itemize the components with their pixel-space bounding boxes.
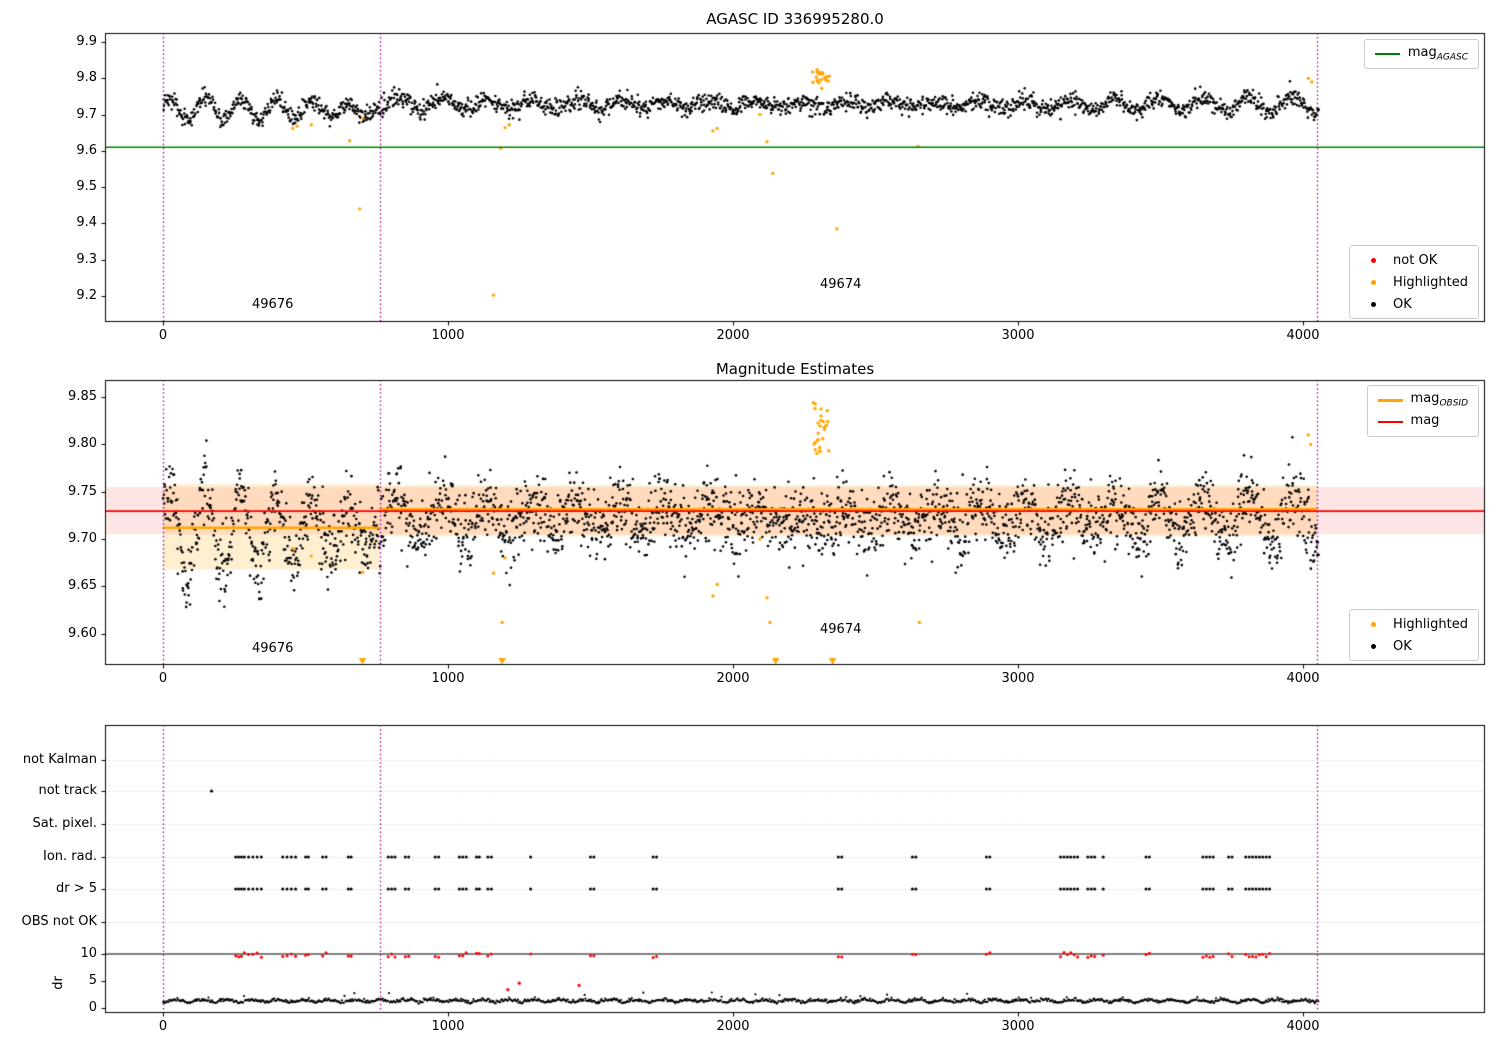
panel2-title: Magnitude Estimates	[715, 360, 875, 378]
p1-xtick: 3000	[1001, 328, 1035, 343]
line-marker-icon	[1378, 398, 1404, 402]
p3-dr-tick: 5	[88, 973, 97, 988]
p3-xtick: 4000	[1286, 1019, 1320, 1034]
p3-dr-tick: 0	[88, 1000, 97, 1015]
p3-xtick: 2000	[716, 1019, 750, 1034]
legend-label: Highlighted	[1393, 616, 1468, 632]
line-marker-icon	[1375, 53, 1401, 55]
legend-item: OK	[1352, 293, 1476, 315]
p1-ytick: 9.7	[76, 107, 97, 122]
legend-label: mag	[1410, 413, 1440, 429]
p3-row-label: dr > 5	[55, 881, 97, 896]
legend-item: magAGASC	[1367, 43, 1476, 65]
p2-xtick: 4000	[1286, 671, 1320, 686]
legend-item: OK	[1352, 635, 1476, 657]
p1-xtick: 0	[158, 328, 168, 343]
p3-row-label: Sat. pixel.	[32, 816, 97, 831]
p2-ytick: 9.85	[68, 389, 97, 404]
p1-ytick: 9.9	[76, 34, 97, 49]
legend-label: not OK	[1393, 252, 1438, 268]
p3-xtick: 3000	[1001, 1019, 1035, 1034]
legend-point-types-p2: Highlighted OK	[1349, 609, 1479, 661]
legend-mag-agasc: magAGASC	[1363, 39, 1479, 69]
p2-xtick: 0	[158, 671, 168, 686]
p3-y-axis-label: dr	[50, 976, 66, 990]
legend-mag-lines: magOBSID mag	[1366, 385, 1479, 437]
dot-marker-icon	[1360, 643, 1386, 649]
p1-ytick: 9.8	[76, 70, 97, 85]
p3-row-label: not track	[38, 783, 97, 798]
p1-ytick: 9.4	[76, 215, 97, 230]
p1-xtick: 1000	[431, 328, 465, 343]
panel1-title: AGASC ID 336995280.0	[706, 10, 884, 28]
obsid-annotation: 49676	[252, 297, 294, 312]
p2-xtick: 2000	[716, 671, 750, 686]
p1-xtick: 4000	[1286, 328, 1320, 343]
p3-xtick: 0	[158, 1019, 168, 1034]
p3-row-label: Ion. rad.	[43, 849, 97, 864]
legend-item: not OK	[1352, 249, 1476, 271]
p1-ytick: 9.5	[76, 179, 97, 194]
dot-marker-icon	[1360, 257, 1386, 263]
dot-marker-icon	[1360, 301, 1386, 307]
legend-item: mag	[1370, 411, 1476, 433]
obsid-annotation: 49676	[252, 641, 294, 656]
legend-label: Highlighted	[1393, 274, 1468, 290]
p2-ytick: 9.70	[68, 531, 97, 546]
legend-label: magOBSID	[1410, 391, 1468, 409]
legend-label: OK	[1393, 296, 1412, 312]
p3-xtick: 1000	[431, 1019, 465, 1034]
p2-xtick: 3000	[1001, 671, 1035, 686]
legend-item: Highlighted	[1352, 271, 1476, 293]
p3-row-label: OBS not OK	[21, 914, 98, 929]
line-marker-icon	[1378, 421, 1404, 423]
legend-label: magAGASC	[1407, 45, 1468, 63]
p2-ytick: 9.75	[68, 484, 97, 499]
p3-dr-tick: 10	[80, 946, 97, 961]
obsid-annotation: 49674	[820, 622, 862, 637]
p2-ytick: 9.80	[68, 436, 97, 451]
p2-ytick: 9.60	[68, 626, 97, 641]
p1-ytick: 9.2	[76, 288, 97, 303]
p1-ytick: 9.6	[76, 143, 97, 158]
legend-item: magOBSID	[1370, 389, 1476, 411]
dot-marker-icon	[1360, 279, 1386, 285]
legend-label: OK	[1393, 638, 1412, 654]
legend-point-types-p1: not OK Highlighted OK	[1349, 245, 1479, 319]
obsid-annotation: 49674	[820, 277, 862, 292]
dot-marker-icon	[1360, 621, 1386, 627]
p1-ytick: 9.3	[76, 252, 97, 267]
p3-row-label: not Kalman	[22, 752, 97, 767]
p1-xtick: 2000	[716, 328, 750, 343]
legend-item: Highlighted	[1352, 613, 1476, 635]
p2-xtick: 1000	[431, 671, 465, 686]
p2-ytick: 9.65	[68, 578, 97, 593]
